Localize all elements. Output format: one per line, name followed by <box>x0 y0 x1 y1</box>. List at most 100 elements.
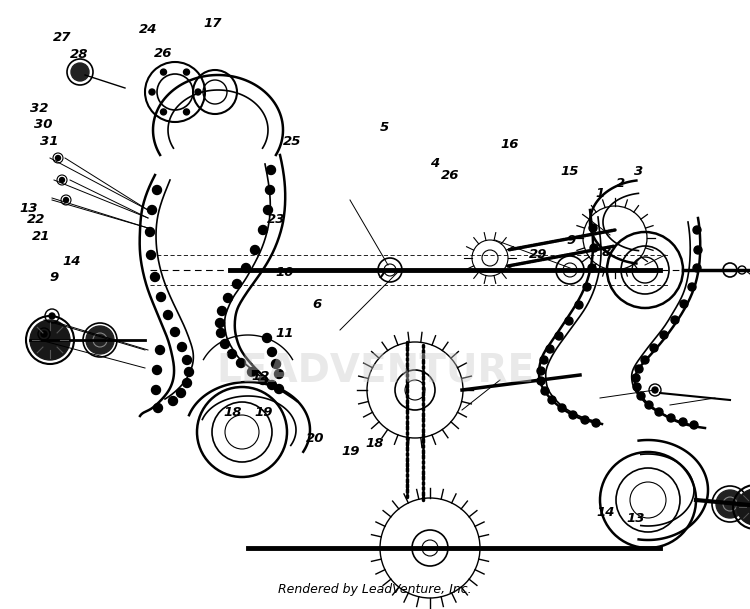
Circle shape <box>569 411 577 419</box>
Circle shape <box>176 389 185 398</box>
Text: 19: 19 <box>342 445 360 459</box>
Circle shape <box>690 421 698 429</box>
Circle shape <box>242 264 250 272</box>
Circle shape <box>581 416 589 424</box>
Circle shape <box>71 63 89 81</box>
Circle shape <box>184 69 190 75</box>
Text: 14: 14 <box>597 506 615 519</box>
Circle shape <box>152 186 161 194</box>
Circle shape <box>182 356 191 365</box>
Text: 3: 3 <box>634 165 644 178</box>
Circle shape <box>737 489 750 525</box>
Text: 18: 18 <box>224 406 242 420</box>
Circle shape <box>251 245 260 255</box>
Circle shape <box>641 356 649 364</box>
Circle shape <box>688 283 696 291</box>
Circle shape <box>151 272 160 281</box>
Text: 28: 28 <box>70 48 88 62</box>
Text: 7: 7 <box>378 267 387 281</box>
Circle shape <box>164 311 172 320</box>
Text: 9: 9 <box>567 234 576 247</box>
Text: 24: 24 <box>139 23 157 36</box>
Text: 21: 21 <box>32 230 50 243</box>
Circle shape <box>248 367 256 376</box>
Circle shape <box>655 408 663 416</box>
Text: 22: 22 <box>27 213 45 226</box>
Circle shape <box>184 109 190 115</box>
Text: 14: 14 <box>62 255 80 269</box>
Circle shape <box>64 197 68 203</box>
Text: 32: 32 <box>31 102 49 115</box>
Circle shape <box>660 331 668 339</box>
Circle shape <box>274 384 284 393</box>
Circle shape <box>583 283 591 291</box>
Text: 11: 11 <box>276 327 294 340</box>
Text: 16: 16 <box>501 138 519 152</box>
Text: 20: 20 <box>306 432 324 445</box>
Circle shape <box>263 205 272 214</box>
Circle shape <box>268 381 277 390</box>
Circle shape <box>49 313 55 319</box>
Circle shape <box>182 379 191 387</box>
Circle shape <box>589 224 597 232</box>
Circle shape <box>155 345 164 354</box>
Circle shape <box>232 280 242 289</box>
Text: Rendered by LeadVenture, Inc.: Rendered by LeadVenture, Inc. <box>278 583 472 596</box>
Circle shape <box>633 383 641 391</box>
Circle shape <box>169 396 178 406</box>
Text: 25: 25 <box>284 135 302 148</box>
Circle shape <box>217 328 226 337</box>
Text: 29: 29 <box>530 248 548 261</box>
Text: 10: 10 <box>276 266 294 280</box>
Circle shape <box>59 177 64 183</box>
Text: LEADVENTURE: LEADVENTURE <box>216 351 534 389</box>
Circle shape <box>146 228 154 236</box>
Circle shape <box>217 306 226 315</box>
Circle shape <box>632 374 640 382</box>
Circle shape <box>178 342 187 351</box>
Circle shape <box>262 334 272 342</box>
Circle shape <box>650 344 658 352</box>
Circle shape <box>667 414 675 422</box>
Circle shape <box>652 387 658 393</box>
Circle shape <box>184 367 194 376</box>
Circle shape <box>555 332 563 340</box>
Circle shape <box>195 89 201 95</box>
Circle shape <box>671 316 679 324</box>
Circle shape <box>146 250 155 259</box>
Circle shape <box>224 294 232 303</box>
Circle shape <box>540 356 548 364</box>
Text: 5: 5 <box>380 121 389 135</box>
Text: 12: 12 <box>252 370 270 383</box>
Circle shape <box>266 186 274 194</box>
Circle shape <box>152 365 161 375</box>
Text: 1: 1 <box>596 187 604 200</box>
Circle shape <box>590 244 598 252</box>
Circle shape <box>56 155 61 161</box>
Circle shape <box>160 69 166 75</box>
Text: 18: 18 <box>366 437 384 450</box>
Circle shape <box>227 350 236 359</box>
Text: 17: 17 <box>203 16 221 30</box>
Circle shape <box>635 365 643 373</box>
Circle shape <box>546 345 554 353</box>
Text: 26: 26 <box>154 47 172 60</box>
Circle shape <box>548 396 556 404</box>
Circle shape <box>170 328 179 337</box>
Circle shape <box>537 377 545 385</box>
Circle shape <box>215 319 224 328</box>
Circle shape <box>149 89 155 95</box>
Text: 4: 4 <box>430 157 439 170</box>
Circle shape <box>41 331 47 337</box>
Text: 2: 2 <box>616 177 626 191</box>
Circle shape <box>558 404 566 412</box>
Circle shape <box>575 301 583 309</box>
Circle shape <box>588 264 596 272</box>
Text: 8: 8 <box>602 246 610 259</box>
Circle shape <box>693 264 701 272</box>
Circle shape <box>148 205 157 214</box>
Text: 26: 26 <box>441 169 459 182</box>
Circle shape <box>30 320 70 360</box>
Circle shape <box>679 418 687 426</box>
Text: 15: 15 <box>561 165 579 178</box>
